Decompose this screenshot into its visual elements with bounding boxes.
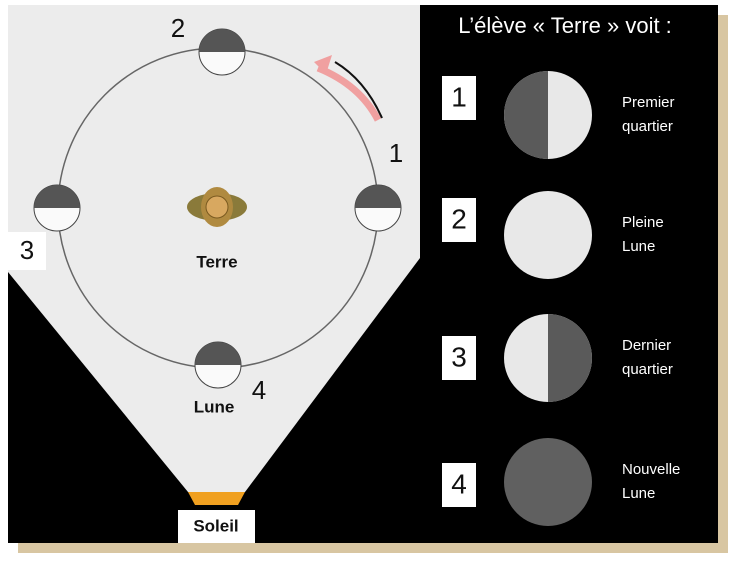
phase-label: Nouvelle — [622, 461, 680, 478]
phase-number: 3 — [451, 341, 467, 372]
orbit-number: 4 — [252, 375, 266, 405]
phase-label: Pleine — [622, 214, 664, 231]
earth-label: Terre — [196, 252, 237, 271]
phase-label: Dernier — [622, 337, 671, 354]
sun — [188, 492, 245, 505]
phase-label: Lune — [622, 485, 655, 502]
moon-label: Lune — [194, 397, 235, 416]
orbit-number: 1 — [389, 138, 403, 168]
phase-label: quartier — [622, 118, 673, 135]
sun-label: Soleil — [193, 516, 238, 535]
title: L’élève « Terre » voit : — [458, 13, 672, 38]
phase-number: 1 — [451, 81, 467, 112]
phase-label: Premier — [622, 94, 675, 111]
phase-number: 4 — [451, 468, 467, 499]
diagram: 2 1 3 4 Terre Lune Soleil L’élève « Terr… — [0, 0, 731, 558]
phase-label: quartier — [622, 361, 673, 378]
phase-number: 2 — [451, 203, 467, 234]
phase-label: Lune — [622, 238, 655, 255]
orbit-number: 2 — [171, 13, 185, 43]
orbit-number: 3 — [20, 235, 34, 265]
